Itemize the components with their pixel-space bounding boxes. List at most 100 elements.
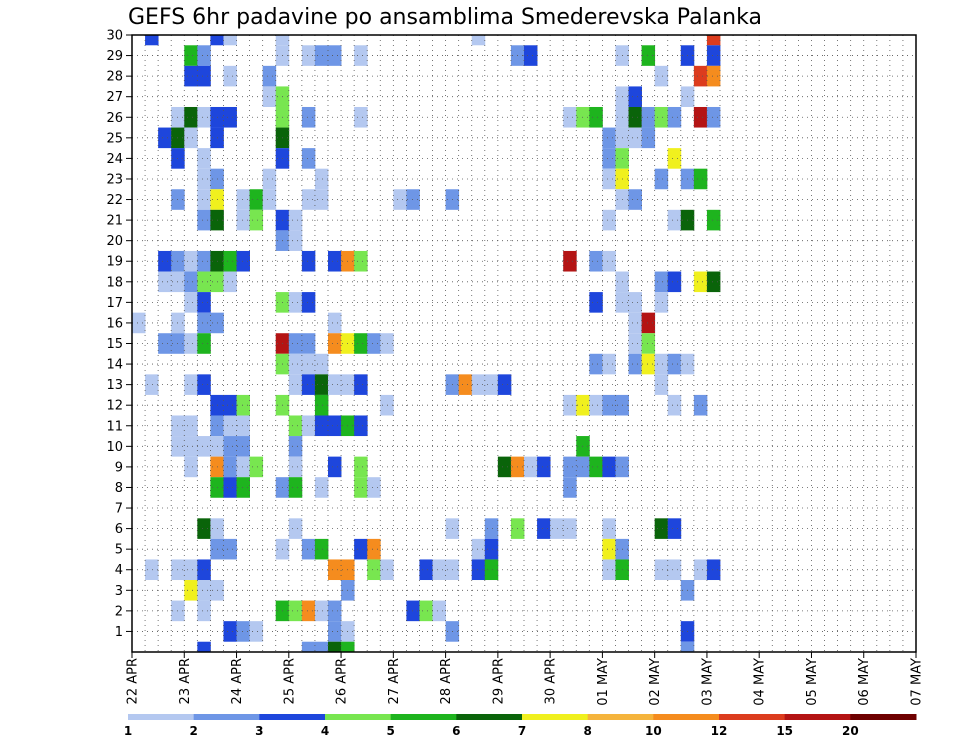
heatmap-cell — [537, 518, 551, 539]
heatmap-cell — [197, 333, 211, 354]
heatmap-cell — [328, 456, 342, 478]
heatmap-cell — [419, 600, 433, 622]
heatmap-cell — [484, 538, 499, 560]
heatmap-cell — [393, 189, 407, 210]
heatmap-cell — [223, 65, 237, 87]
x-tick-label: 22 APR — [126, 658, 141, 704]
heatmap-cell — [158, 127, 172, 149]
heatmap-cell — [301, 148, 316, 169]
heatmap-cell — [184, 456, 198, 478]
heatmap-cell — [576, 456, 590, 478]
heatmap-cell — [301, 415, 316, 437]
y-tick-label: 2 — [115, 604, 123, 619]
legend-label: 8 — [583, 724, 591, 738]
y-tick-label: 30 — [106, 29, 123, 44]
heatmap-cell — [563, 477, 577, 498]
x-tick-label: 07 MAY — [910, 658, 925, 706]
heatmap-cell — [236, 621, 250, 642]
heatmap-cell — [301, 292, 316, 313]
heatmap-cell — [223, 106, 237, 128]
heatmap-cell — [223, 271, 237, 293]
heatmap-cell — [354, 333, 368, 354]
heatmap-cell — [432, 559, 446, 581]
heatmap-cell — [628, 353, 642, 375]
heatmap-cell — [576, 436, 590, 457]
heatmap-cell — [524, 456, 538, 478]
heatmap-cell — [602, 394, 616, 416]
heatmap-cell — [419, 559, 433, 581]
heatmap-cell — [288, 518, 303, 539]
heatmap-cell — [184, 45, 198, 66]
x-tick-label: 23 APR — [178, 658, 193, 704]
heatmap-cell — [576, 106, 590, 128]
y-tick-label: 29 — [106, 49, 123, 64]
legend-label: 1 — [124, 724, 132, 738]
heatmap-cell — [301, 641, 316, 652]
legend-label: 5 — [386, 724, 394, 738]
heatmap-cell — [406, 189, 420, 210]
heatmap-cell — [328, 45, 342, 66]
y-tick-label: 22 — [106, 193, 123, 208]
heatmap-cell — [223, 415, 237, 437]
heatmap-cell — [589, 292, 603, 313]
y-tick-label: 7 — [115, 502, 123, 517]
x-tick-label: 28 APR — [439, 658, 454, 704]
y-tick-label: 9 — [115, 460, 123, 475]
heatmap-cell — [602, 559, 616, 581]
heatmap-cell — [197, 580, 211, 601]
heatmap-cell — [197, 436, 211, 457]
heatmap-cell — [249, 621, 264, 642]
heatmap-cell — [249, 209, 264, 231]
y-tick-label: 28 — [106, 70, 123, 85]
heatmap-cell — [563, 250, 577, 272]
heatmap-cell — [145, 374, 159, 395]
x-tick-label: 04 MAY — [753, 658, 768, 706]
heatmap-cell — [301, 374, 316, 395]
heatmap-cell — [497, 456, 512, 478]
plot-frame — [131, 34, 917, 653]
heatmap-cell — [602, 127, 616, 149]
heatmap-cell — [706, 559, 721, 581]
heatmap-cell — [236, 477, 250, 498]
heatmap-cell — [328, 333, 342, 354]
y-tick-label: 8 — [115, 481, 123, 496]
heatmap-cell — [706, 106, 721, 128]
heatmap-cell — [641, 333, 656, 354]
heatmap-cell — [158, 250, 172, 272]
heatmap-cell — [667, 518, 682, 539]
heatmap-cell — [328, 641, 342, 652]
heatmap-cell — [693, 168, 708, 190]
heatmap-cell — [367, 538, 381, 560]
legend-swatch — [522, 714, 589, 720]
heatmap-cell — [693, 65, 708, 87]
heatmap-cell — [628, 127, 642, 149]
legend-swatch — [456, 714, 523, 720]
heatmap-cell — [484, 374, 499, 395]
heatmap-cell — [628, 189, 642, 210]
heatmap-cell — [602, 250, 616, 272]
heatmap-cell — [602, 518, 616, 539]
heatmap-cell — [654, 292, 669, 313]
heatmap-cell — [628, 106, 642, 128]
heatmap-cell — [563, 106, 577, 128]
heatmap-cell — [184, 127, 198, 149]
x-tick-label: 27 APR — [387, 658, 402, 704]
heatmap-cell — [367, 559, 381, 581]
legend-swatch — [325, 714, 392, 720]
heatmap-cell — [249, 456, 264, 478]
heatmap-cell — [628, 333, 642, 354]
heatmap-cell — [262, 168, 277, 190]
heatmap-cell — [197, 312, 211, 334]
heatmap-cell — [328, 415, 342, 437]
heatmap-cell — [563, 456, 577, 478]
heatmap-cell — [667, 394, 682, 416]
heatmap-cell — [236, 250, 250, 272]
heatmap-cell — [667, 271, 682, 293]
heatmap-cell — [693, 271, 708, 293]
heatmap-cell — [301, 106, 316, 128]
y-tick-label: 15 — [106, 337, 123, 352]
y-tick-label: 6 — [115, 522, 123, 537]
heatmap-cell — [471, 538, 486, 560]
y-tick-label: 4 — [115, 563, 123, 578]
heatmap-cell — [602, 148, 616, 169]
